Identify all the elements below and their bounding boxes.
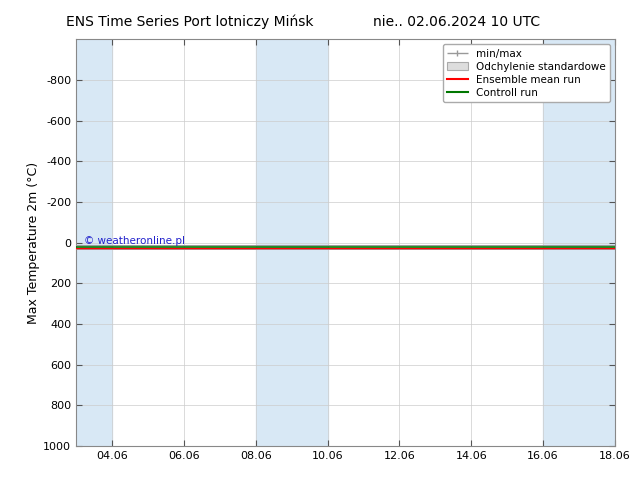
Bar — [543, 39, 615, 446]
Bar — [76, 39, 112, 446]
Text: nie.. 02.06.2024 10 UTC: nie.. 02.06.2024 10 UTC — [373, 15, 540, 29]
Text: ENS Time Series Port lotniczy Mińsk: ENS Time Series Port lotniczy Mińsk — [67, 15, 314, 29]
Bar — [256, 39, 328, 446]
Text: © weatheronline.pl: © weatheronline.pl — [84, 236, 185, 246]
Y-axis label: Max Temperature 2m (°C): Max Temperature 2m (°C) — [27, 162, 41, 323]
Legend: min/max, Odchylenie standardowe, Ensemble mean run, Controll run: min/max, Odchylenie standardowe, Ensembl… — [443, 45, 610, 102]
